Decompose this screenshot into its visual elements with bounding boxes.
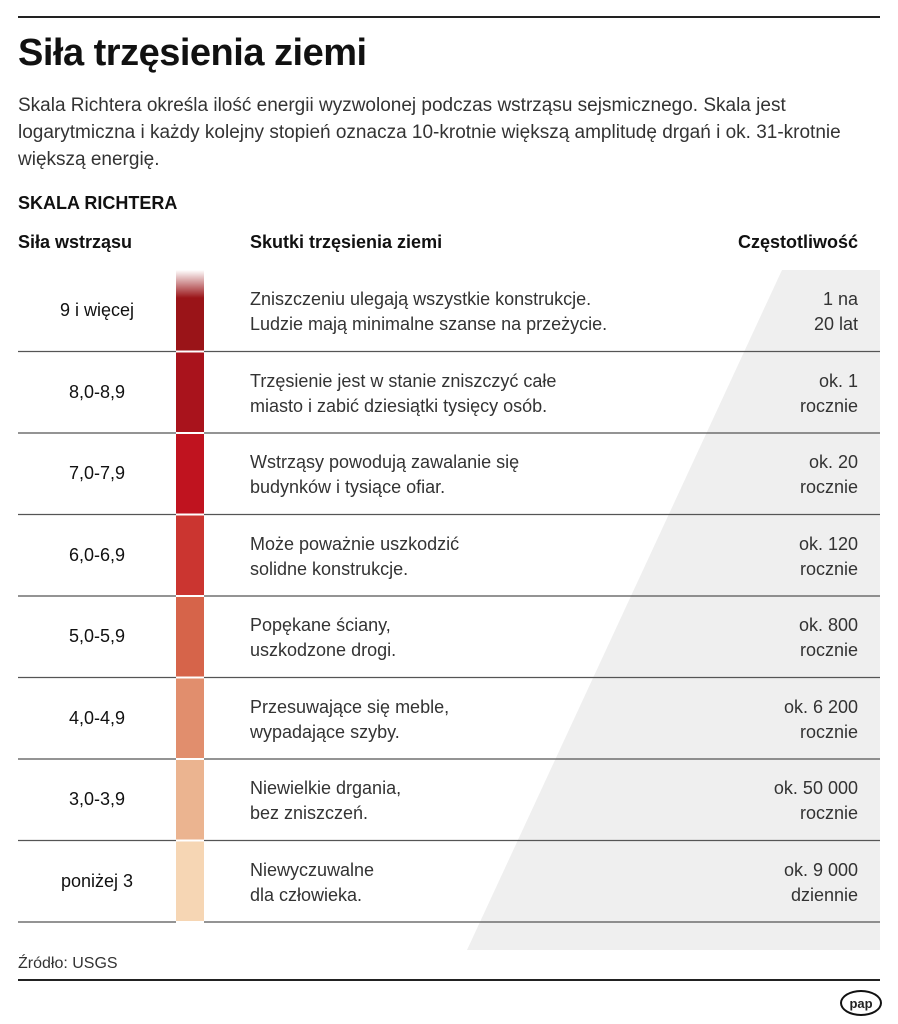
header-magnitude: Siła wstrząsu: [18, 232, 133, 252]
intensity-bar-segment: [176, 677, 204, 760]
table-row: 5,0-5,9 Popękane ściany, uszkodzone drog…: [18, 596, 880, 677]
bar-fade-top: [176, 270, 204, 298]
frequency-cell: ok. 6 200 rocznie: [783, 696, 858, 742]
effects-cell: Zniszczeniu ulegają wszystkie konstrukcj…: [250, 289, 608, 334]
lead-text: Skala Richtera określa ilość energii wyz…: [18, 95, 841, 170]
section-subtitle: SKALA RICHTERA: [18, 193, 178, 213]
pap-logo: pap: [840, 990, 882, 1016]
magnitude-cell: 7,0-7,9: [68, 463, 126, 483]
frequency-cell: ok. 20 rocznie: [799, 452, 858, 497]
frequency-cell: ok. 50 000 rocznie: [773, 778, 858, 823]
intensity-bar-segment: [176, 759, 204, 841]
magnitude-cell: 3,0-3,9: [68, 789, 126, 809]
effects-cell: Wstrząsy powodują zawalanie się budynków…: [250, 452, 520, 497]
effects-cell: Trzęsienie jest w stanie zniszczyć całe …: [250, 370, 557, 416]
frequency-cell: ok. 120 rocznie: [798, 533, 858, 579]
top-rule: [18, 16, 880, 18]
magnitude-cell: 4,0-4,9: [68, 707, 126, 728]
intensity-bar-segment: [176, 840, 204, 923]
header-frequency: Częstotliwość: [737, 232, 858, 252]
frequency-cell: ok. 1 rocznie: [799, 370, 858, 416]
table-row: 4,0-4,9 Przesuwające się meble, wypadają…: [18, 678, 880, 759]
effects-cell: Popękane ściany, uszkodzone drogi.: [250, 615, 397, 660]
magnitude-cell: 9 i więcej: [59, 300, 135, 320]
page-title: Siła trzęsienia ziemi: [18, 32, 367, 74]
table-row: 3,0-3,9 Niewielkie drgania, bez zniszcze…: [18, 759, 880, 840]
intensity-bar-segment: [176, 351, 204, 434]
effects-cell: Przesuwające się meble, wypadające szyby…: [250, 696, 450, 742]
effects-cell: Niewyczuwalne dla człowieka.: [250, 859, 375, 905]
frequency-cell: 1 na 20 lat: [813, 289, 858, 334]
magnitude-cell: 8,0-8,9: [68, 381, 126, 402]
effects-cell: Niewielkie drgania, bez zniszczeń.: [250, 778, 402, 823]
table-row: 7,0-7,9 Wstrząsy powodują zawalanie się …: [18, 433, 880, 514]
table-row: 6,0-6,9 Może poważnie uszkodzić solidne …: [18, 515, 880, 596]
magnitude-cell: 6,0-6,9: [68, 544, 126, 565]
frequency-cell: ok. 800 rocznie: [798, 615, 858, 660]
header-effects: Skutki trzęsienia ziemi: [250, 232, 443, 252]
intensity-bar-segment: [176, 433, 204, 515]
intensity-bar-segment: [176, 596, 204, 678]
frequency-wedge: [467, 270, 880, 950]
magnitude-cell: 5,0-5,9: [68, 626, 126, 646]
bar-fade-bottom: [176, 922, 204, 948]
table-row: 9 i więcej Zniszczeniu ulegają wszystkie…: [18, 270, 880, 351]
source-note: Źródło: USGS: [18, 955, 118, 972]
effects-cell: Może poważnie uszkodzić solidne konstruk…: [250, 533, 460, 579]
table-row: poniżej 3 Niewyczuwalne dla człowieka. o…: [18, 841, 880, 922]
intensity-bar-segment: [176, 514, 204, 597]
frequency-cell: ok. 9 000 dziennie: [783, 859, 858, 905]
table-row: 8,0-8,9 Trzęsienie jest w stanie zniszcz…: [18, 352, 880, 433]
magnitude-cell: poniżej 3: [60, 870, 134, 891]
bottom-rule: [18, 979, 880, 981]
